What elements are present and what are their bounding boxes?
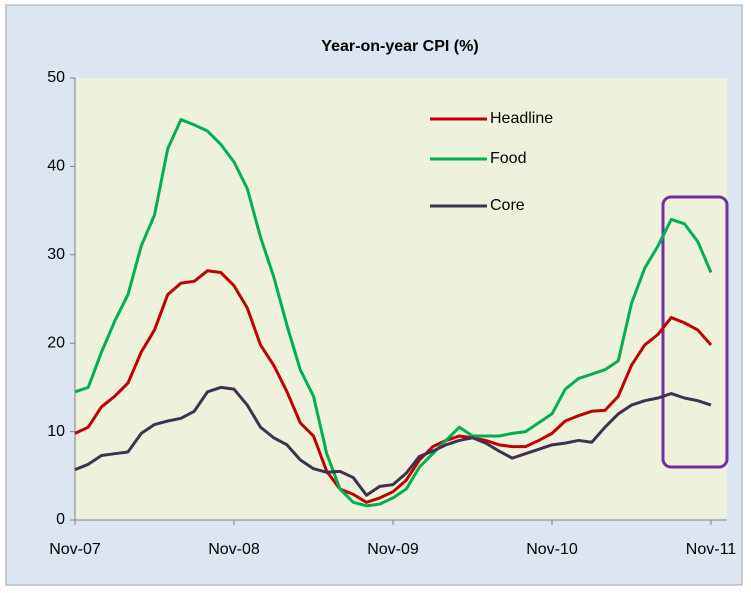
x-tick-label: Nov-09 bbox=[367, 541, 419, 558]
legend-label: Headline bbox=[490, 110, 553, 127]
x-tick-label: Nov-07 bbox=[49, 541, 101, 558]
y-tick-label: 50 bbox=[47, 69, 65, 86]
legend-label: Food bbox=[490, 150, 526, 167]
x-tick-label: Nov-10 bbox=[526, 541, 578, 558]
line-series bbox=[74, 269, 713, 504]
x-tick-label: Nov-11 bbox=[686, 541, 736, 558]
line-series bbox=[74, 118, 713, 508]
y-tick-label: 30 bbox=[47, 246, 65, 263]
y-tick-label: 0 bbox=[56, 511, 65, 528]
legend-label: Core bbox=[490, 197, 525, 214]
x-tick-label: Nov-08 bbox=[208, 541, 260, 558]
y-tick-label: 40 bbox=[47, 158, 65, 175]
plot-area bbox=[75, 78, 727, 520]
y-tick-label: 20 bbox=[47, 334, 65, 351]
line-series bbox=[74, 385, 712, 497]
chart-title: Year-on-year CPI (%) bbox=[321, 38, 478, 55]
highlight-box bbox=[661, 195, 729, 469]
y-tick-label: 10 bbox=[47, 423, 65, 440]
